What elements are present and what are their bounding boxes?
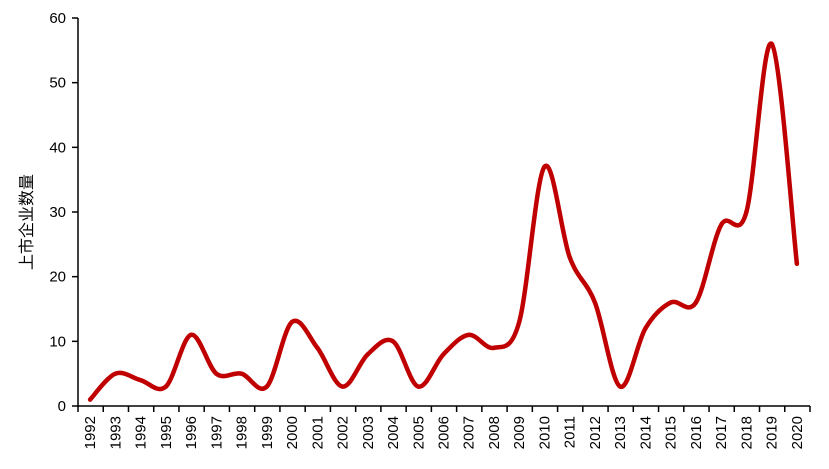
y-tick-label: 60 bbox=[49, 10, 66, 27]
data-point bbox=[718, 222, 724, 228]
x-tick-label: 2013 bbox=[612, 416, 629, 449]
x-tick-label: 2014 bbox=[637, 416, 654, 449]
x-tick-label: 1995 bbox=[158, 416, 175, 449]
y-tick-label: 20 bbox=[49, 269, 66, 286]
data-point bbox=[163, 384, 169, 389]
x-tick-label: 2012 bbox=[587, 416, 604, 449]
x-tick-label: 2005 bbox=[410, 416, 427, 449]
x-tick-label: 2002 bbox=[335, 416, 352, 449]
y-tick-label: 50 bbox=[49, 75, 66, 92]
y-axis-title: 上市企业数量 bbox=[17, 174, 36, 270]
data-point bbox=[340, 384, 345, 389]
x-tick-label: 2009 bbox=[511, 416, 528, 449]
x-ticks: 1992 1993 1994 1995 1996 1997 1998 1999 2000 2001… bbox=[77, 406, 811, 449]
data-point bbox=[188, 332, 194, 338]
data-point bbox=[643, 326, 648, 331]
x-tick-label: 2001 bbox=[309, 416, 326, 449]
y-tick-label: 30 bbox=[49, 204, 66, 221]
x-tick-label: 2004 bbox=[385, 416, 402, 449]
x-tick-label: 2016 bbox=[688, 416, 705, 449]
x-tick-label: 2000 bbox=[284, 416, 301, 449]
x-tick-label: 1994 bbox=[133, 416, 150, 449]
data-point bbox=[466, 332, 471, 338]
data-point bbox=[441, 352, 446, 357]
data-point bbox=[113, 371, 118, 376]
data-point bbox=[239, 371, 244, 376]
y-ticks: 0 10 20 30 40 50 60 bbox=[49, 10, 78, 415]
data-point bbox=[668, 300, 673, 305]
x-tick-label: 2008 bbox=[486, 416, 503, 449]
data-point bbox=[567, 255, 572, 260]
data-point bbox=[744, 209, 749, 215]
data-point bbox=[87, 397, 93, 402]
data-point bbox=[592, 300, 598, 305]
data-point bbox=[491, 345, 497, 350]
axes bbox=[77, 18, 810, 407]
data-point bbox=[289, 319, 295, 325]
x-tick-label: 1999 bbox=[259, 416, 276, 449]
data-point bbox=[794, 261, 800, 266]
series-line bbox=[87, 41, 800, 402]
x-tick-label: 1996 bbox=[183, 416, 200, 449]
data-point bbox=[138, 377, 143, 383]
x-tick-label: 2007 bbox=[461, 416, 478, 449]
x-tick-label: 2020 bbox=[789, 416, 806, 449]
x-tick-label: 2003 bbox=[360, 416, 377, 449]
x-tick-label: 1992 bbox=[82, 416, 99, 449]
x-tick-label: 1997 bbox=[208, 416, 225, 449]
x-tick-label: 2006 bbox=[436, 416, 453, 449]
data-point bbox=[365, 352, 370, 357]
x-tick-label: 2017 bbox=[713, 416, 730, 449]
x-tick-label: 2015 bbox=[663, 416, 680, 449]
x-tick-label: 1998 bbox=[234, 416, 251, 449]
data-point bbox=[390, 339, 396, 344]
y-tick-label: 40 bbox=[49, 139, 66, 156]
data-point bbox=[264, 384, 270, 389]
data-points bbox=[87, 41, 800, 402]
x-tick-label: 1993 bbox=[107, 416, 124, 449]
data-point bbox=[315, 345, 320, 350]
data-point bbox=[769, 41, 774, 47]
data-point bbox=[617, 384, 623, 389]
x-tick-label: 2010 bbox=[536, 416, 553, 449]
data-point bbox=[416, 384, 421, 389]
data-point bbox=[693, 300, 699, 305]
y-tick-label: 10 bbox=[49, 333, 66, 350]
x-tick-label: 2018 bbox=[738, 416, 755, 449]
data-point bbox=[214, 371, 219, 376]
x-tick-label: 2011 bbox=[562, 416, 579, 448]
data-point bbox=[542, 164, 547, 169]
x-tick-label: 2019 bbox=[764, 416, 781, 449]
data-point bbox=[517, 319, 522, 325]
y-tick-label: 0 bbox=[58, 398, 66, 415]
